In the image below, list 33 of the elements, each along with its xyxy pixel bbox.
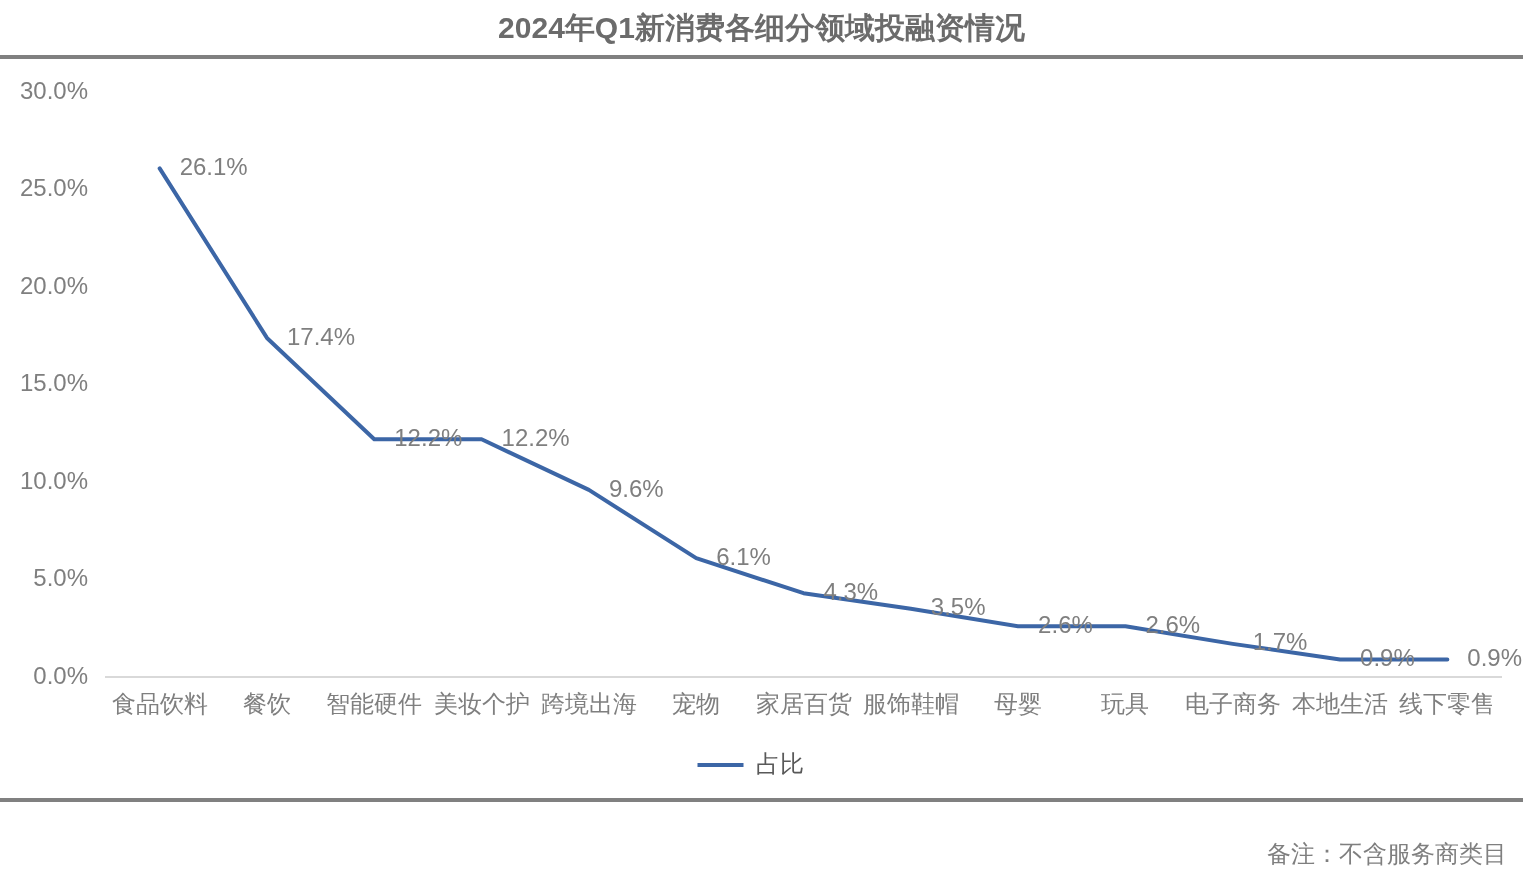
y-tick-label: 0.0% (33, 661, 88, 689)
y-tick-label: 20.0% (19, 271, 88, 299)
x-tick-label: 宠物 (672, 690, 721, 718)
data-label: 6.1% (716, 542, 771, 570)
x-tick-label: 智能硬件 (326, 690, 423, 718)
data-label: 17.4% (286, 322, 356, 350)
text: 备注：不含服务商类目 (1267, 839, 1507, 869)
x-tick-label: 服饰鞋帽 (862, 690, 959, 718)
data-label: 4.3% (823, 577, 879, 605)
x-tick-label: 本地生活 (1292, 690, 1389, 718)
data-label: 2.6% (1145, 610, 1201, 638)
legend-label: 占比 (755, 749, 804, 777)
data-label: 9.6% (608, 474, 664, 502)
y-tick-label: 15.0% (19, 369, 88, 397)
data-label: 3.5% (930, 593, 986, 621)
x-tick-label: 电子商务 (1184, 690, 1281, 718)
y-tick-label: 25.0% (19, 174, 88, 202)
data-label: 12.2% (501, 423, 570, 451)
x-tick-label: 家居百货 (755, 690, 852, 718)
data-label: 26.1% (179, 153, 248, 181)
x-tick-label: 线下零售 (1399, 690, 1496, 718)
data-label: 1.7% (1252, 628, 1308, 656)
x-tick-label: 母婴 (994, 690, 1043, 718)
chart-title: 2024年Q1新消费各细分领域投融资情况 (497, 10, 1026, 46)
x-tick-label: 食品饮料 (111, 690, 208, 718)
data-label: 0.9% (1467, 644, 1523, 672)
y-tick-label: 30.0% (19, 77, 88, 105)
x-tick-label: 玩具 (1101, 690, 1150, 718)
x-tick-label: 美妆个护 (433, 690, 530, 718)
y-tick-label: 5.0% (33, 564, 88, 592)
x-tick-label: 餐饮 (242, 690, 291, 718)
y-tick-label: 10.0% (19, 466, 88, 494)
x-tick-label: 跨境出海 (540, 690, 637, 718)
